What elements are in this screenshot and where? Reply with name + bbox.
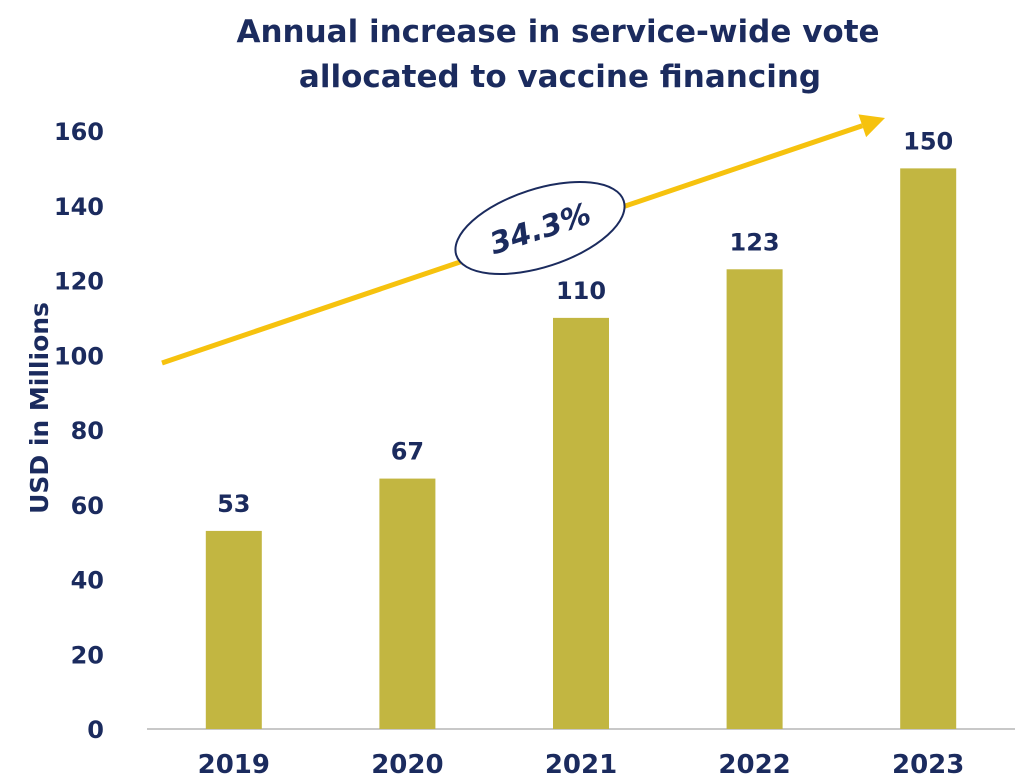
y-tick-label: 0 (87, 716, 104, 744)
trend-arrow-head (858, 114, 885, 138)
y-axis-label: USD in Millions (25, 302, 54, 514)
data-label: 110 (556, 277, 606, 305)
y-tick-label: 80 (71, 417, 104, 445)
data-label: 67 (391, 438, 424, 466)
bars (205, 168, 957, 729)
chart-title-line-1: Annual increase in service-wide vote (236, 14, 879, 50)
y-tick-label: 40 (71, 567, 104, 595)
data-label: 123 (730, 228, 780, 256)
chart-title-line-2: allocated to vaccine financing (299, 59, 821, 95)
data-label: 150 (903, 127, 953, 155)
bar (205, 530, 262, 729)
bar (900, 168, 957, 729)
x-tick-label: 2023 (892, 750, 964, 779)
x-tick-label: 2021 (545, 750, 617, 779)
x-tick-label: 2019 (198, 750, 270, 779)
x-tick-label: 2020 (371, 750, 443, 779)
y-axis-ticks: 0 20 40 60 80 100 120 140 160 (54, 118, 104, 744)
bar (726, 269, 783, 729)
x-axis-ticks: 2019 2020 2021 2022 2023 (198, 750, 965, 780)
bar (553, 317, 609, 729)
data-label: 53 (217, 490, 250, 518)
x-tick-label: 2022 (718, 750, 790, 779)
trend-annotation: 34.3% (161, 114, 885, 366)
y-tick-label: 140 (54, 193, 104, 221)
growth-rate-ellipse (454, 181, 626, 275)
bar (379, 478, 436, 729)
y-tick-label: 60 (71, 492, 104, 520)
y-tick-label: 20 (71, 641, 104, 669)
data-labels: 53 67 110 123 150 (217, 127, 953, 518)
y-tick-label: 160 (54, 118, 104, 146)
y-tick-label: 120 (54, 268, 104, 296)
chart-title: Annual increase in service-wide vote all… (236, 14, 879, 95)
y-tick-label: 100 (54, 342, 104, 370)
